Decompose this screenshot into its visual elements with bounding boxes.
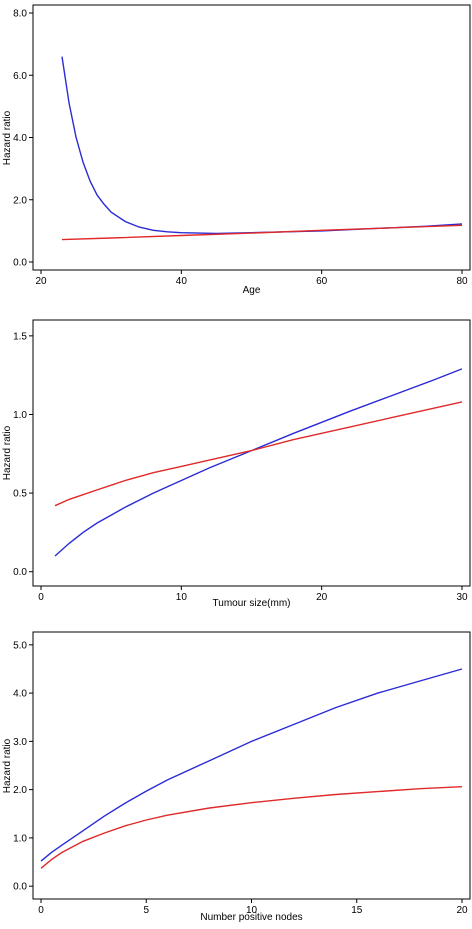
age-y-tick-label: 6.0 bbox=[13, 71, 27, 82]
tumour-size-y-axis-label: Hazard ratio bbox=[2, 425, 13, 480]
positive-nodes-x-tick-label: 20 bbox=[456, 905, 468, 916]
age-x-tick-label: 40 bbox=[176, 276, 188, 287]
positive-nodes-plot-frame bbox=[32, 631, 471, 900]
positive-nodes-y-tick-label: 4.0 bbox=[13, 689, 27, 700]
chart-tumour-size: 0.0 0.5 1.0 1.5 0 10 20 30 Tumour size(mm) Hazard… bbox=[2, 319, 471, 609]
age-x-tick-label: 80 bbox=[456, 276, 468, 287]
chart-panel-positive-nodes: 0.0 1.0 2.0 3.0 4.0 5.0 0 5 10 15 20 Number positiv… bbox=[0, 624, 472, 929]
positive-nodes-x-tick-label: 5 bbox=[143, 905, 149, 916]
tumour-size-x-tick-label: 20 bbox=[316, 592, 328, 603]
tumour-size-y-tick-label: 0.0 bbox=[13, 567, 27, 578]
tumour-size-y-tick-label: 1.0 bbox=[13, 410, 27, 421]
age-y-tick-label: 4.0 bbox=[13, 133, 27, 144]
positive-nodes-y-tick-label: 1.0 bbox=[13, 833, 27, 844]
chart-age: 0.0 2.0 4.0 6.0 8.0 20 40 60 80 Age Hazard ratio bbox=[2, 4, 471, 296]
positive-nodes-x-tick-label: 0 bbox=[38, 905, 44, 916]
age-y-tick-label: 8.0 bbox=[13, 9, 27, 20]
age-y-tick-label: 0.0 bbox=[13, 258, 27, 269]
positive-nodes-x-tick-label: 15 bbox=[351, 905, 363, 916]
age-x-axis-label: Age bbox=[243, 285, 261, 296]
chart-panel-age: 0.0 2.0 4.0 6.0 8.0 20 40 60 80 Age Hazard ratio bbox=[0, 0, 472, 302]
age-plot-frame bbox=[32, 4, 471, 271]
tumour-size-x-tick-label: 30 bbox=[456, 592, 468, 603]
positive-nodes-series-line-blue bbox=[40, 668, 463, 862]
chart-positive-nodes: 0.0 1.0 2.0 3.0 4.0 5.0 0 5 10 15 20 Number positiv… bbox=[2, 631, 471, 923]
positive-nodes-x-tick-label: 10 bbox=[246, 905, 258, 916]
age-x-tick-label: 60 bbox=[316, 276, 328, 287]
tumour-size-series-line-red bbox=[54, 401, 463, 507]
positive-nodes-y-axis-label: Hazard ratio bbox=[2, 738, 13, 793]
age-series-line-red bbox=[61, 224, 463, 241]
positive-nodes-y-tick-label: 2.0 bbox=[13, 785, 27, 796]
positive-nodes-series-line-red bbox=[40, 786, 463, 869]
tumour-size-y-tick-label: 1.5 bbox=[13, 331, 27, 342]
tumour-size-x-tick-label: 10 bbox=[176, 592, 188, 603]
positive-nodes-x-axis-label: Number positive nodes bbox=[200, 912, 302, 923]
tumour-size-x-axis-label: Tumour size(mm) bbox=[213, 598, 291, 609]
positive-nodes-y-tick-label: 3.0 bbox=[13, 737, 27, 748]
age-x-tick-label: 20 bbox=[35, 276, 47, 287]
tumour-size-y-tick-label: 0.5 bbox=[13, 489, 27, 500]
positive-nodes-y-tick-label: 0.0 bbox=[13, 882, 27, 893]
tumour-size-series-line-blue bbox=[54, 368, 463, 557]
positive-nodes-y-tick-label: 5.0 bbox=[13, 640, 27, 651]
age-y-axis-label: Hazard ratio bbox=[2, 110, 13, 165]
tumour-size-x-tick-label: 0 bbox=[38, 592, 44, 603]
tumour-size-plot-frame bbox=[32, 319, 471, 587]
chart-panel-tumour-size: 0.0 0.5 1.0 1.5 0 10 20 30 Tumour size(mm) Hazard… bbox=[0, 308, 472, 620]
age-y-tick-label: 2.0 bbox=[13, 195, 27, 206]
